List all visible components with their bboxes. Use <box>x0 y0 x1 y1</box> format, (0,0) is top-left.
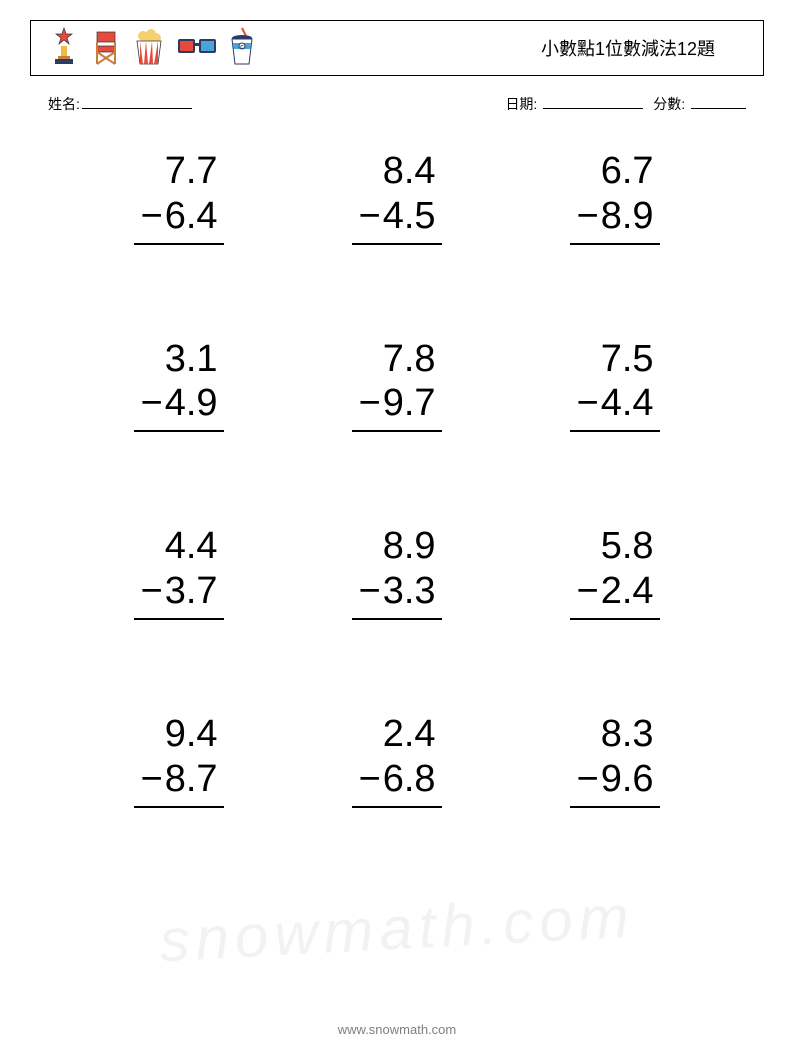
glasses-3d-icon <box>177 26 217 71</box>
problem: 4.4−3.7 <box>70 524 288 620</box>
minus-sign: − <box>140 758 162 800</box>
minus-sign: − <box>576 758 598 800</box>
problem-inner: 8.4−4.5 <box>352 149 441 245</box>
subtrahend-row: −3.7 <box>134 569 223 620</box>
subtrahend-row: −2.4 <box>570 569 659 620</box>
subtrahend-row: −4.5 <box>352 194 441 245</box>
subtrahend-row: −6.8 <box>352 757 441 808</box>
problem-inner: 4.4−3.7 <box>134 524 223 620</box>
minuend: 7.5 <box>570 337 659 382</box>
minuend: 7.7 <box>134 149 223 194</box>
minuend: 6.7 <box>570 149 659 194</box>
problem: 8.4−4.5 <box>288 149 506 245</box>
minus-sign: − <box>140 570 162 612</box>
problem: 7.5−4.4 <box>506 337 724 433</box>
problem: 8.9−3.3 <box>288 524 506 620</box>
problem: 8.3−9.6 <box>506 712 724 808</box>
problem-inner: 6.7−8.9 <box>570 149 659 245</box>
subtrahend-row: −8.9 <box>570 194 659 245</box>
subtrahend: 6.4 <box>165 195 218 237</box>
subtrahend-row: −4.4 <box>570 381 659 432</box>
watermark: snowmath.com <box>0 873 794 983</box>
problem: 5.8−2.4 <box>506 524 724 620</box>
problem-inner: 8.3−9.6 <box>570 712 659 808</box>
score-field: 分數: <box>653 94 746 114</box>
minuend: 8.9 <box>352 524 441 569</box>
subtrahend: 6.8 <box>383 758 436 800</box>
problem-inner: 9.4−8.7 <box>134 712 223 808</box>
date-blank[interactable] <box>543 95 643 109</box>
subtrahend: 9.6 <box>601 758 654 800</box>
problems-grid: 7.7−6.48.4−4.56.7−8.93.1−4.97.8−9.77.5−4… <box>30 149 764 808</box>
problem-inner: 3.1−4.9 <box>134 337 223 433</box>
subtrahend: 3.3 <box>383 570 436 612</box>
trophy-icon <box>49 26 79 71</box>
minus-sign: − <box>576 382 598 424</box>
footer-url: www.snowmath.com <box>0 1022 794 1037</box>
date-field: 日期: <box>505 94 643 114</box>
minuend: 8.4 <box>352 149 441 194</box>
minuend: 8.3 <box>570 712 659 757</box>
problem: 6.7−8.9 <box>506 149 724 245</box>
name-blank[interactable] <box>82 95 192 109</box>
problem-inner: 2.4−6.8 <box>352 712 441 808</box>
minus-sign: − <box>140 195 162 237</box>
minuend: 5.8 <box>570 524 659 569</box>
director-chair-icon <box>91 26 121 71</box>
subtrahend: 4.5 <box>383 195 436 237</box>
subtrahend: 8.9 <box>601 195 654 237</box>
date-label: 日期: <box>505 96 537 112</box>
name-label: 姓名: <box>48 94 80 114</box>
worksheet-title: 小數點1位數減法12題 <box>541 35 745 61</box>
problem-inner: 7.7−6.4 <box>134 149 223 245</box>
subtrahend: 4.4 <box>601 382 654 424</box>
subtrahend-row: −9.6 <box>570 757 659 808</box>
minuend: 4.4 <box>134 524 223 569</box>
problem-inner: 8.9−3.3 <box>352 524 441 620</box>
problem: 9.4−8.7 <box>70 712 288 808</box>
minuend: 3.1 <box>134 337 223 382</box>
soda-cup-icon: C <box>229 26 255 71</box>
popcorn-icon <box>133 26 165 71</box>
problem: 7.8−9.7 <box>288 337 506 433</box>
problem: 2.4−6.8 <box>288 712 506 808</box>
minuend: 2.4 <box>352 712 441 757</box>
subtrahend: 3.7 <box>165 570 218 612</box>
worksheet-page: C 小數點1位數減法12題 姓名: 日期: 分數: 7.7−6.48.4−4.5… <box>0 0 794 808</box>
minus-sign: − <box>358 758 380 800</box>
minus-sign: − <box>576 570 598 612</box>
minus-sign: − <box>140 382 162 424</box>
header-box: C 小數點1位數減法12題 <box>30 20 764 76</box>
minus-sign: − <box>358 195 380 237</box>
icon-row: C <box>49 26 255 71</box>
subtrahend-row: −4.9 <box>134 381 223 432</box>
subtrahend-row: −9.7 <box>352 381 441 432</box>
problem: 7.7−6.4 <box>70 149 288 245</box>
name-field: 姓名: <box>48 94 192 114</box>
subtrahend-row: −3.3 <box>352 569 441 620</box>
subtrahend: 8.7 <box>165 758 218 800</box>
score-blank[interactable] <box>691 95 746 109</box>
problem-inner: 7.5−4.4 <box>570 337 659 433</box>
subtrahend-row: −6.4 <box>134 194 223 245</box>
minuend: 9.4 <box>134 712 223 757</box>
subtrahend: 4.9 <box>165 382 218 424</box>
problem-inner: 5.8−2.4 <box>570 524 659 620</box>
minus-sign: − <box>358 382 380 424</box>
problem: 3.1−4.9 <box>70 337 288 433</box>
score-label: 分數: <box>653 96 685 112</box>
subtrahend: 2.4 <box>601 570 654 612</box>
minuend: 7.8 <box>352 337 441 382</box>
minus-sign: − <box>576 195 598 237</box>
problem-inner: 7.8−9.7 <box>352 337 441 433</box>
subtrahend-row: −8.7 <box>134 757 223 808</box>
minus-sign: − <box>358 570 380 612</box>
subtrahend: 9.7 <box>383 382 436 424</box>
svg-text:C: C <box>240 45 244 51</box>
info-row: 姓名: 日期: 分數: <box>48 94 746 114</box>
